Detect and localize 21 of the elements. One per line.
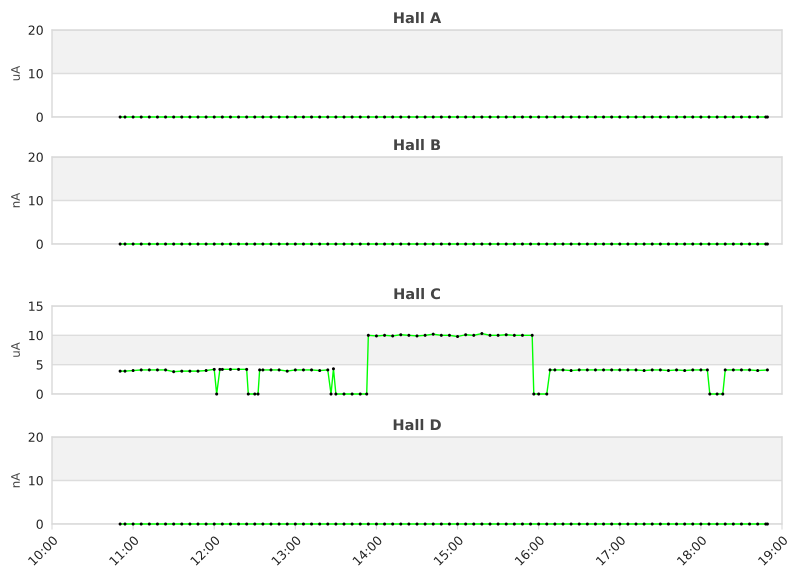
y-tick-label: 15 (29, 302, 43, 311)
chart-title: Hall C (394, 288, 440, 300)
chart-title: Hall A (394, 12, 442, 24)
y-tick-label: 10 (29, 196, 43, 206)
y-axis-title: nA (11, 472, 20, 488)
y-tick-label: 5 (36, 360, 43, 370)
y-tick-label: 20 (28, 152, 43, 162)
y-axis-title: uA (11, 66, 20, 80)
chart-title: Hall B (394, 138, 440, 150)
y-tick-label: 20 (28, 25, 43, 35)
y-tick-label: 10 (29, 330, 43, 340)
y-tick-label: 0 (36, 389, 43, 399)
y-tick-label: 10 (29, 68, 43, 78)
y-tick-label: 0 (36, 112, 43, 122)
y-axis-title: nA (11, 192, 20, 208)
chart-title: Hall D (394, 418, 441, 430)
y-tick-label: 0 (36, 519, 43, 529)
y-tick-label: 10 (29, 476, 43, 486)
y-tick-label: 20 (28, 432, 43, 442)
y-tick-label: 0 (36, 239, 43, 249)
y-axis-title: uA (11, 342, 20, 357)
